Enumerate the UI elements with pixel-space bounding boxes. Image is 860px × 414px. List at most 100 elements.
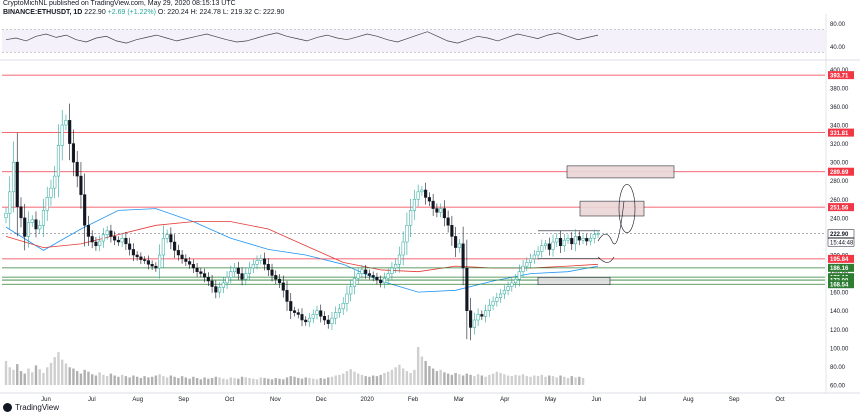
volume-bar (139, 378, 143, 385)
price-tick-label: 120.00 (830, 328, 849, 334)
volume-bar (12, 369, 15, 385)
candle-body (203, 273, 207, 278)
candle-body (480, 314, 484, 317)
candle-body (345, 293, 349, 304)
candle-body (184, 258, 188, 262)
volume-bar (304, 377, 307, 385)
volume-bar (394, 367, 397, 385)
candle-body (532, 254, 536, 259)
candle-body (30, 219, 34, 223)
volume-bar (274, 378, 277, 385)
candle-body (431, 200, 435, 209)
volume-bar (154, 375, 158, 385)
candle-body (281, 282, 285, 291)
candle-body (472, 319, 476, 328)
volume-bar (401, 368, 405, 385)
x-tick-label: Mar (454, 397, 464, 403)
volume-bar (439, 369, 442, 385)
volume-bar (300, 378, 304, 385)
volume-bar (244, 377, 247, 385)
level-label: 195.84 (830, 257, 849, 263)
x-tick-label: Sep (178, 397, 189, 403)
price-tick-label: 100.00 (830, 346, 849, 352)
candle-body (71, 143, 75, 163)
x-tick-label: Dec (316, 397, 327, 403)
volume-bar (405, 371, 409, 385)
volume-bar (240, 376, 244, 385)
volume-bar (491, 373, 495, 385)
candle-body (15, 161, 19, 207)
volume-bar (315, 379, 319, 385)
volume-bar (282, 379, 285, 385)
volume-bar (79, 373, 83, 385)
x-tick-label: Aug (132, 397, 143, 403)
volume-bar (499, 372, 502, 385)
candle-body (277, 278, 282, 284)
volume-bar (147, 377, 150, 385)
level-label: 186.16 (830, 266, 849, 272)
candle-body (330, 317, 334, 324)
candle-body (551, 241, 555, 250)
x-tick-label: Feb (408, 397, 419, 403)
candle-body (233, 267, 237, 272)
volume-bar (488, 374, 491, 385)
candle-body (405, 225, 409, 243)
candle-body (356, 273, 360, 279)
candle-body (255, 260, 259, 265)
candle-body (266, 264, 270, 271)
candle-body (555, 238, 559, 243)
candle-body (495, 297, 499, 302)
level-label: 168.54 (830, 283, 849, 289)
candle-body (4, 212, 8, 219)
ma-red-line (5, 221, 599, 273)
candle-body (120, 238, 124, 243)
candle-body (322, 316, 327, 321)
volume-bar (521, 374, 525, 385)
volume-bar (207, 378, 210, 385)
candle-body (270, 269, 274, 276)
volume-bar (143, 376, 146, 385)
volume-bar (72, 368, 75, 385)
volume-bar (357, 373, 360, 385)
candle-body (304, 319, 308, 323)
last-price-label: 222.90 (830, 232, 849, 238)
candle-body (476, 314, 480, 321)
candle-body (506, 286, 510, 291)
candle-body (26, 222, 31, 237)
rsi-band (2, 29, 825, 53)
candle-body (326, 319, 330, 324)
candle-body (11, 161, 16, 193)
candle-body (274, 275, 278, 280)
candle-body (592, 234, 596, 239)
volume-bar (529, 376, 532, 385)
candle-body (585, 238, 589, 242)
candle-body (337, 308, 342, 313)
candle-body (180, 254, 184, 259)
candle-body (191, 264, 195, 269)
volume-bar (109, 373, 113, 385)
price-tick-label: 400.00 (830, 68, 849, 74)
x-tick-label: Aug (683, 397, 694, 403)
volume-bar (375, 376, 379, 385)
candle-body (236, 267, 240, 274)
volume-bar (330, 376, 334, 385)
candle-body (98, 240, 102, 246)
rsi-tick-label: 40.00 (830, 45, 846, 51)
candle-body (218, 287, 222, 293)
candle-body (442, 208, 446, 219)
candle-body (146, 260, 150, 265)
price-tick-label: 380.00 (830, 86, 849, 92)
volume-bar (398, 364, 401, 385)
price-tick-label: 80.00 (830, 365, 846, 371)
volume-bar (105, 376, 109, 385)
candle-body (68, 120, 72, 144)
candle-body (116, 239, 120, 243)
volume-bar (263, 378, 266, 385)
volume-bar (203, 377, 206, 385)
volume-bar (124, 376, 128, 385)
candle-body (259, 258, 263, 261)
publisher-line: CryptoMichNL published on TradingView.co… (3, 0, 236, 7)
candle-body (581, 238, 585, 241)
candle-body (135, 254, 139, 258)
